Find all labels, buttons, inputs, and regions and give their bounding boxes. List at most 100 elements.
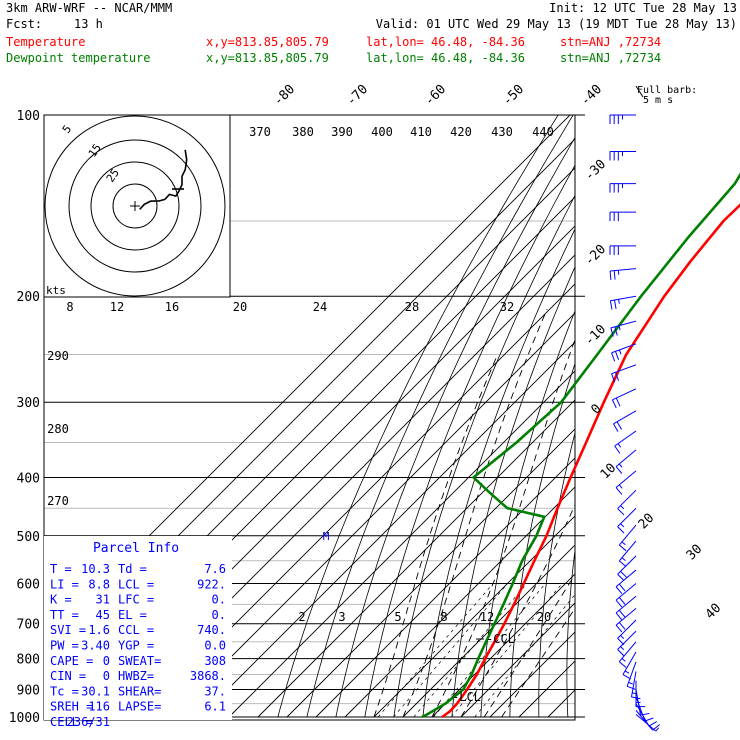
mixing-label: 8 bbox=[440, 610, 447, 624]
wind-barb bbox=[609, 295, 637, 310]
barb-flag bbox=[615, 599, 623, 608]
parcel-value: 31 bbox=[96, 593, 110, 607]
parcel-value: 8.8 bbox=[88, 577, 110, 591]
wind-barb bbox=[609, 114, 636, 124]
wind-barb bbox=[618, 540, 637, 568]
barb-flag bbox=[614, 326, 618, 336]
hodograph-ring-label: 25 bbox=[104, 166, 122, 184]
parcel-key: SVI = bbox=[50, 623, 86, 637]
barb-half bbox=[620, 505, 625, 510]
barb-flag bbox=[610, 327, 614, 337]
barb-flag bbox=[618, 560, 627, 568]
hodograph-ring bbox=[44, 115, 226, 297]
pressure-label: 300 bbox=[17, 396, 40, 411]
barb-half bbox=[620, 635, 625, 639]
temperature-profile bbox=[441, 203, 740, 719]
model-title: 3km ARW-WRF -- NCAR/MMM bbox=[6, 1, 173, 15]
barb-flag bbox=[648, 721, 658, 727]
wind-barb bbox=[617, 630, 637, 657]
parcel-key: SHEAR= bbox=[118, 684, 161, 698]
pressure-label: 100 bbox=[17, 109, 40, 124]
mixing-label: 24 bbox=[313, 300, 327, 314]
pressure-label: 800 bbox=[17, 653, 40, 668]
barb-half bbox=[618, 299, 620, 304]
moist-adiabat bbox=[402, 308, 548, 718]
dry-adiabat bbox=[422, 228, 575, 718]
isotherm-line bbox=[257, 399, 575, 718]
barb-staff bbox=[610, 320, 637, 329]
parcel-key: Td = bbox=[118, 562, 147, 576]
hodograph-ring bbox=[68, 139, 202, 273]
wind-barb bbox=[617, 555, 637, 582]
pressure-label: 500 bbox=[17, 530, 40, 545]
wind-barb bbox=[615, 583, 637, 608]
mixing-ratio-line bbox=[474, 594, 575, 718]
dry-adiabat bbox=[335, 136, 575, 718]
barb-flag bbox=[626, 685, 636, 690]
isotherm-line bbox=[460, 602, 575, 718]
wind-barb bbox=[615, 449, 637, 474]
theta-label: 370 bbox=[249, 125, 271, 139]
dew-station: stn=ANJ ,72734 bbox=[560, 51, 662, 65]
barb-half bbox=[628, 681, 633, 685]
barb-flag bbox=[618, 583, 626, 592]
barb-half bbox=[618, 325, 621, 331]
marker-m: M bbox=[323, 530, 330, 543]
barb-staff bbox=[614, 430, 637, 447]
mixing-ratio-line bbox=[413, 583, 528, 718]
barb-flag bbox=[615, 397, 621, 407]
parcel-key: CCL = bbox=[118, 623, 154, 637]
barb-half bbox=[620, 523, 625, 528]
barb-staff bbox=[635, 703, 650, 727]
parcel-key: CIN = bbox=[50, 669, 86, 683]
plot-frame bbox=[43, 114, 576, 721]
wind-barb bbox=[611, 388, 637, 409]
wind-barb bbox=[635, 703, 658, 727]
mixing-label: 32 bbox=[500, 300, 514, 314]
dry-adiabat bbox=[672, 115, 740, 717]
wind-barb bbox=[609, 183, 636, 193]
hodograph-ring-label: 15 bbox=[86, 141, 104, 159]
isotherm-label: 10 bbox=[598, 461, 620, 483]
wind-barb bbox=[617, 489, 637, 516]
barb-staff bbox=[615, 583, 637, 601]
dry-adiabat bbox=[646, 115, 740, 717]
wind-barb bbox=[609, 268, 637, 280]
wind-barb bbox=[611, 364, 637, 383]
parcel-value: 37. bbox=[204, 684, 226, 698]
barb-flag bbox=[613, 270, 616, 280]
dewpoint-profile bbox=[421, 172, 740, 719]
barb-flag bbox=[615, 372, 620, 381]
wind-barb bbox=[609, 245, 636, 255]
dry-adiabat bbox=[306, 115, 574, 718]
mixing-ratio-line bbox=[433, 583, 546, 718]
parcel-key: Tc = bbox=[50, 684, 79, 698]
barb-staff bbox=[635, 710, 654, 731]
barb-flag bbox=[615, 466, 623, 474]
isotherm-line bbox=[199, 341, 575, 718]
parcel-value: 7.6 bbox=[204, 562, 226, 576]
parcel-value: 236/31 bbox=[67, 715, 110, 729]
hodograph-unit: kts bbox=[46, 284, 66, 297]
mixing-label: 16 bbox=[165, 300, 179, 314]
theta-label: 390 bbox=[331, 125, 353, 139]
barb-half bbox=[624, 670, 630, 674]
parcel-value: 0 bbox=[103, 669, 110, 683]
mixing-label: 20 bbox=[233, 300, 247, 314]
dry-adiabat bbox=[393, 194, 575, 718]
barb-flag bbox=[615, 487, 623, 495]
parcel-value: 0. bbox=[212, 608, 226, 622]
barb-half bbox=[618, 484, 623, 489]
dry-adiabat bbox=[364, 164, 575, 718]
parcel-value: 116 bbox=[88, 700, 110, 714]
theta-label: 400 bbox=[371, 125, 393, 139]
wind-barb bbox=[614, 430, 637, 454]
mixing-ratio-line bbox=[377, 583, 494, 718]
barb-half bbox=[618, 349, 622, 355]
barb-staff bbox=[618, 540, 637, 562]
barb-flag bbox=[617, 508, 625, 516]
isotherm-label: -70 bbox=[344, 82, 371, 109]
isotherm-line bbox=[402, 544, 575, 718]
dry-adiabat bbox=[480, 309, 575, 718]
parcel-key: LI = bbox=[50, 577, 79, 591]
